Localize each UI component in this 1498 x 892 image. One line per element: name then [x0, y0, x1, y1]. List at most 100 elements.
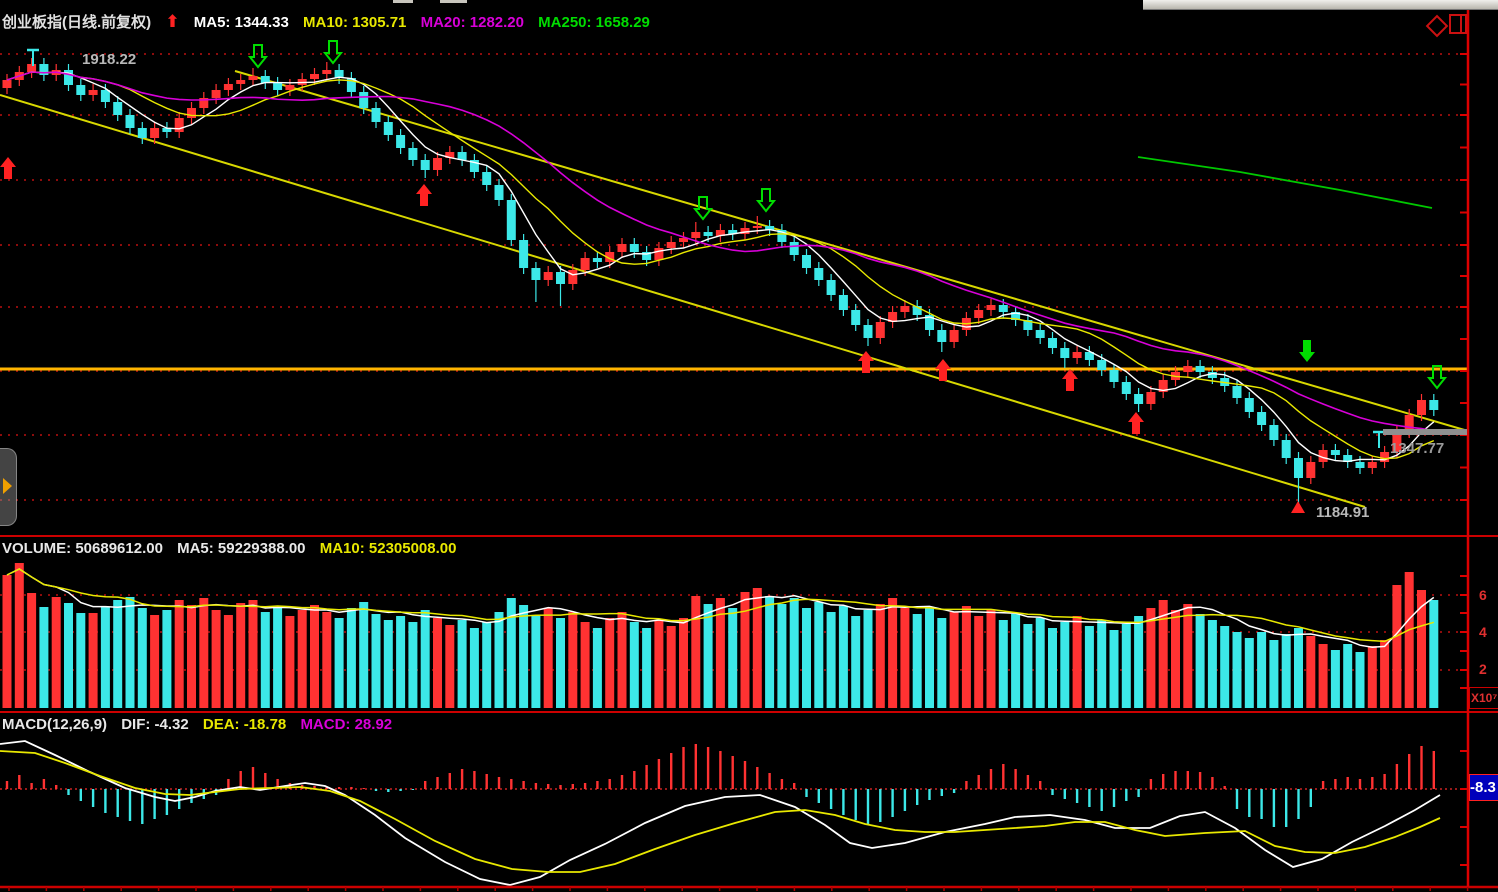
candle-body	[1023, 320, 1033, 330]
last-price-bar	[1383, 429, 1467, 435]
candle-body	[654, 248, 664, 260]
volume-bar	[629, 622, 639, 708]
candle-body	[383, 122, 393, 135]
volume-bar	[1146, 608, 1156, 708]
volume-bar	[150, 615, 160, 708]
volume-bar	[137, 608, 147, 708]
candle-body	[912, 306, 922, 315]
candle-body	[150, 128, 160, 138]
volume-pane-header: VOLUME: 50689612.00 MA5: 59229388.00 MA1…	[2, 540, 466, 557]
candle-body	[248, 76, 258, 80]
up-arrow-icon: ⬆	[165, 12, 180, 31]
split-window-icon[interactable]	[1449, 14, 1467, 34]
volume-bar	[654, 620, 664, 708]
volume-bar	[728, 608, 738, 708]
volume-bar	[752, 588, 762, 708]
macd-current-value-label: -8.3	[1469, 774, 1498, 801]
volume-bar	[248, 600, 258, 708]
candle-body	[814, 268, 824, 280]
volume-bar	[1355, 652, 1365, 708]
ma5-line	[6, 71, 1435, 463]
volume-bar	[814, 602, 824, 708]
volume-bar	[1183, 604, 1193, 708]
candle-body	[1195, 366, 1205, 372]
candle-body	[1257, 412, 1267, 425]
candle-body	[64, 70, 73, 85]
candle-body	[629, 244, 639, 252]
volume-bar	[937, 618, 947, 708]
candle-body	[826, 280, 836, 295]
volume-bar	[88, 613, 98, 708]
volume-bar	[1195, 614, 1205, 708]
candle-body	[715, 230, 725, 236]
candle-body	[2, 80, 12, 88]
dif-value: DIF: -4.32	[121, 716, 189, 733]
candle-body	[1158, 380, 1168, 392]
candle-body	[679, 238, 688, 242]
volume-bar	[1367, 646, 1377, 708]
volume-bar	[900, 608, 910, 708]
volume-bar	[679, 618, 688, 708]
volume-bar	[1294, 628, 1303, 708]
candle-body	[273, 83, 283, 90]
volume-bar	[777, 604, 787, 708]
ma10-value: MA10: 1305.71	[303, 14, 407, 31]
candle-body	[457, 152, 467, 160]
volume-bar	[1121, 624, 1131, 708]
sidebar-flyout-handle[interactable]	[0, 448, 17, 526]
volume-bar	[334, 618, 344, 708]
candle-body	[1330, 450, 1340, 455]
flyout-arrow-icon	[3, 478, 12, 494]
volume-bar	[1429, 600, 1439, 708]
candle-body	[642, 252, 652, 260]
volume-bar	[1011, 614, 1021, 708]
volume-bar	[494, 612, 504, 708]
volume-axis-tick-2: 2	[1479, 661, 1487, 677]
candle-body	[1134, 394, 1144, 404]
symbol-title: 创业板指(日线.前复权)	[2, 14, 152, 31]
candle-body	[974, 310, 984, 318]
volume-bar	[273, 607, 283, 708]
volume-bar	[703, 604, 713, 708]
buy-signal-arrow-icon	[1128, 412, 1144, 434]
volume-bar	[310, 605, 319, 708]
candle-body	[1109, 370, 1119, 382]
volume-bar	[556, 618, 565, 708]
candle-body	[851, 310, 861, 325]
ma250-line	[1137, 156, 1433, 209]
volume-bar	[765, 596, 775, 708]
candle-body	[875, 322, 885, 338]
candle-body	[371, 108, 381, 122]
candle-body	[1146, 392, 1156, 404]
volume-bar	[1060, 622, 1070, 708]
volume-bar	[666, 626, 676, 708]
macd-value: MACD: 28.92	[300, 716, 393, 733]
candle-body	[1084, 352, 1094, 360]
volume-bar	[1158, 600, 1168, 708]
volume-bar	[740, 592, 750, 708]
volume-bar	[888, 598, 898, 708]
buy-signal-arrow-icon	[935, 359, 951, 381]
volume-bar	[162, 610, 172, 708]
candle-body	[1232, 386, 1242, 398]
candle-body	[1072, 352, 1082, 358]
dea-value: DEA: -18.78	[202, 716, 287, 733]
candle-body	[1306, 462, 1316, 478]
volume-bar	[617, 612, 627, 708]
volume-ma10-line	[6, 568, 1435, 643]
trend-line	[234, 70, 1469, 432]
volume-bar	[826, 612, 836, 708]
volume-bar	[1207, 620, 1217, 708]
candle-body	[863, 325, 873, 338]
volume-bar	[506, 598, 516, 708]
candle-body	[125, 115, 135, 128]
volume-bar	[642, 628, 652, 708]
volume-bar	[1048, 628, 1057, 708]
candle-body	[445, 152, 455, 158]
candle-body	[420, 160, 430, 170]
candle-body	[482, 172, 492, 185]
volume-bar	[420, 610, 430, 708]
volume-bar	[1306, 636, 1316, 708]
candle-body	[986, 305, 996, 310]
volume-bar	[519, 605, 529, 708]
